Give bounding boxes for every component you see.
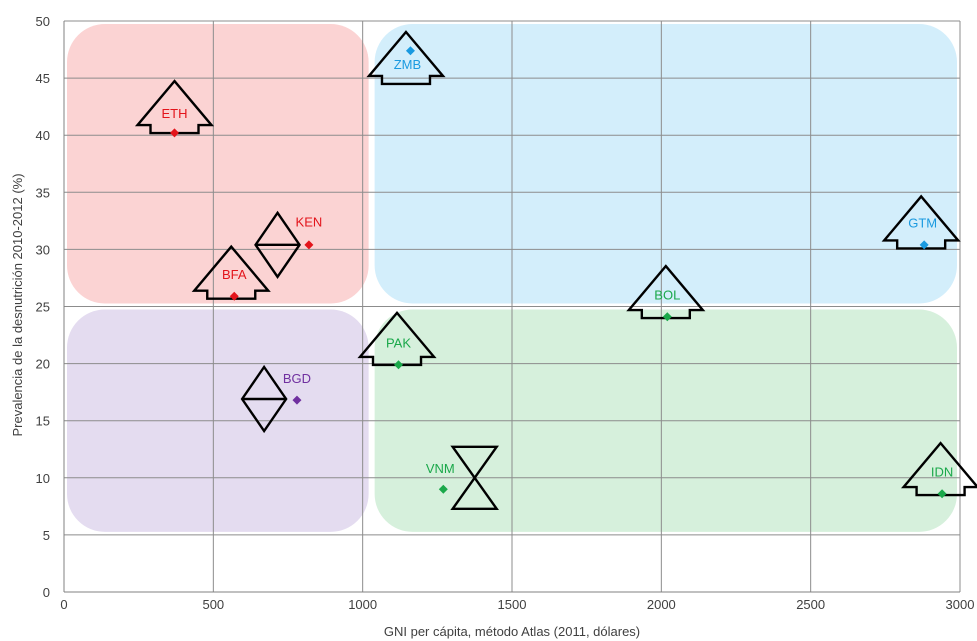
y-tick-label: 10 (36, 471, 50, 486)
data-point-idn (937, 489, 947, 499)
data-label-bol: BOL (654, 288, 680, 303)
data-point-eth (170, 128, 180, 138)
data-label-ken: KEN (296, 215, 323, 230)
region-blue (374, 24, 957, 304)
data-label-eth: ETH (162, 106, 188, 121)
x-axis-title: GNI per cápita, método Atlas (2011, dóla… (384, 624, 640, 639)
tree-glyph-bfa (191, 244, 271, 300)
x-tick-label: 1000 (348, 597, 377, 612)
data-point-ken (304, 240, 314, 250)
x-tick-label: 500 (202, 597, 224, 612)
hourglass-glyph-vnm (450, 445, 499, 510)
data-point-zmb (405, 46, 415, 56)
tree-glyph-gtm (881, 194, 961, 250)
data-point-bgd (292, 395, 302, 405)
y-axis-title: Prevalencia de la desnutrición 2010-2012… (10, 173, 25, 436)
y-tick-label: 45 (36, 71, 50, 86)
x-tick-label: 1500 (498, 597, 527, 612)
y-tick-label: 15 (36, 414, 50, 429)
data-label-bgd: BGD (283, 371, 311, 386)
data-label-bfa: BFA (222, 267, 247, 282)
point-labels: ETH KEN BFA BGD ZMB GTM BOL PAK VNM IDN (162, 57, 954, 480)
data-label-idn: IDN (931, 465, 953, 480)
y-tick-label: 25 (36, 300, 50, 315)
x-tick-label: 2500 (796, 597, 825, 612)
y-tick-label: 40 (36, 128, 50, 143)
y-tick-label: 0 (43, 585, 50, 600)
tree-glyph-zmb (366, 30, 446, 86)
y-tick-label: 50 (36, 14, 50, 29)
data-point-vnm (438, 484, 448, 494)
y-tick-label: 35 (36, 185, 50, 200)
x-tick-label: 0 (60, 597, 67, 612)
y-tick-label: 30 (36, 242, 50, 257)
y-tick-label: 20 (36, 357, 50, 372)
data-label-pak: PAK (386, 336, 411, 351)
y-tick-label: 5 (43, 528, 50, 543)
diamond-glyph-ken (254, 210, 302, 279)
data-label-gtm: GTM (908, 216, 937, 231)
diamond-glyph-bgd (240, 364, 288, 434)
x-tick-label: 2000 (647, 597, 676, 612)
data-label-vnm: VNM (426, 461, 455, 476)
data-point-bol (662, 312, 672, 322)
data-point-gtm (919, 240, 929, 250)
x-tick-label: 3000 (946, 597, 975, 612)
axes: 0 500 1000 1500 2000 2500 3000 0 5 10 15 20 25 30 35 40… (36, 14, 975, 612)
data-point-pak (394, 360, 404, 370)
data-point-bfa (229, 291, 239, 301)
data-label-zmb: ZMB (394, 57, 421, 72)
data-points (170, 46, 947, 499)
